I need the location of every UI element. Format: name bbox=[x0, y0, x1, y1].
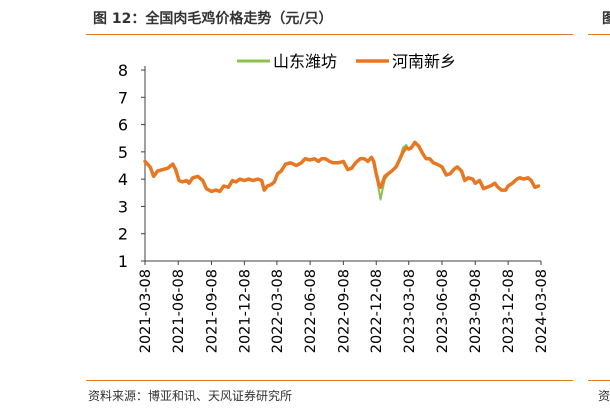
x-tick-label: 2023-12-08 bbox=[501, 269, 517, 353]
next-figure-top-rule bbox=[588, 34, 610, 35]
y-tick-label: 5 bbox=[118, 143, 128, 162]
series-line-2 bbox=[143, 140, 541, 194]
legend-label: 河南新乡 bbox=[392, 52, 456, 71]
y-tick-label: 8 bbox=[118, 61, 128, 80]
series-line-1 bbox=[144, 141, 540, 201]
bottom-rule bbox=[86, 380, 573, 381]
x-tick-label: 2021-12-08 bbox=[237, 269, 253, 353]
x-tick-label: 2022-06-08 bbox=[303, 269, 319, 353]
next-figure-title-fragment: 图 bbox=[602, 11, 610, 27]
y-tick-label: 1 bbox=[118, 252, 128, 271]
x-tick-label: 2022-09-08 bbox=[336, 269, 352, 353]
y-tick-label: 4 bbox=[118, 170, 128, 189]
x-tick-label: 2022-12-08 bbox=[369, 269, 385, 353]
x-tick-label: 2023-09-08 bbox=[468, 269, 484, 353]
y-tick-label: 6 bbox=[118, 116, 128, 135]
legend-label: 山东潍坊 bbox=[273, 52, 337, 71]
y-tick-label: 2 bbox=[118, 225, 128, 244]
x-tick-label: 2023-06-08 bbox=[435, 269, 451, 353]
next-figure-source-fragment: 资 bbox=[598, 389, 610, 403]
x-tick-label: 2022-03-08 bbox=[270, 269, 286, 353]
x-tick-label: 2021-03-08 bbox=[138, 269, 154, 353]
y-tick-label: 7 bbox=[118, 88, 128, 107]
x-tick-label: 2021-06-08 bbox=[171, 269, 187, 353]
x-tick-label: 2024-03-08 bbox=[534, 269, 550, 353]
top-rule bbox=[86, 34, 573, 35]
figure-title: 图 12：全国肉毛鸡价格走势（元/只） bbox=[93, 11, 333, 27]
source-note: 资料来源：博亚和讯、天风证券研究所 bbox=[88, 389, 293, 403]
price-line-chart: 1 2 3 4 5 6 7 8 2021-03-08 2021-06-08 2021-09-08 20… bbox=[118, 52, 550, 353]
x-tick-label: 2021-09-08 bbox=[204, 269, 220, 353]
x-tick-label: 2023-03-08 bbox=[402, 269, 418, 353]
y-tick-label: 3 bbox=[118, 197, 128, 216]
next-figure-bottom-rule bbox=[588, 380, 610, 381]
